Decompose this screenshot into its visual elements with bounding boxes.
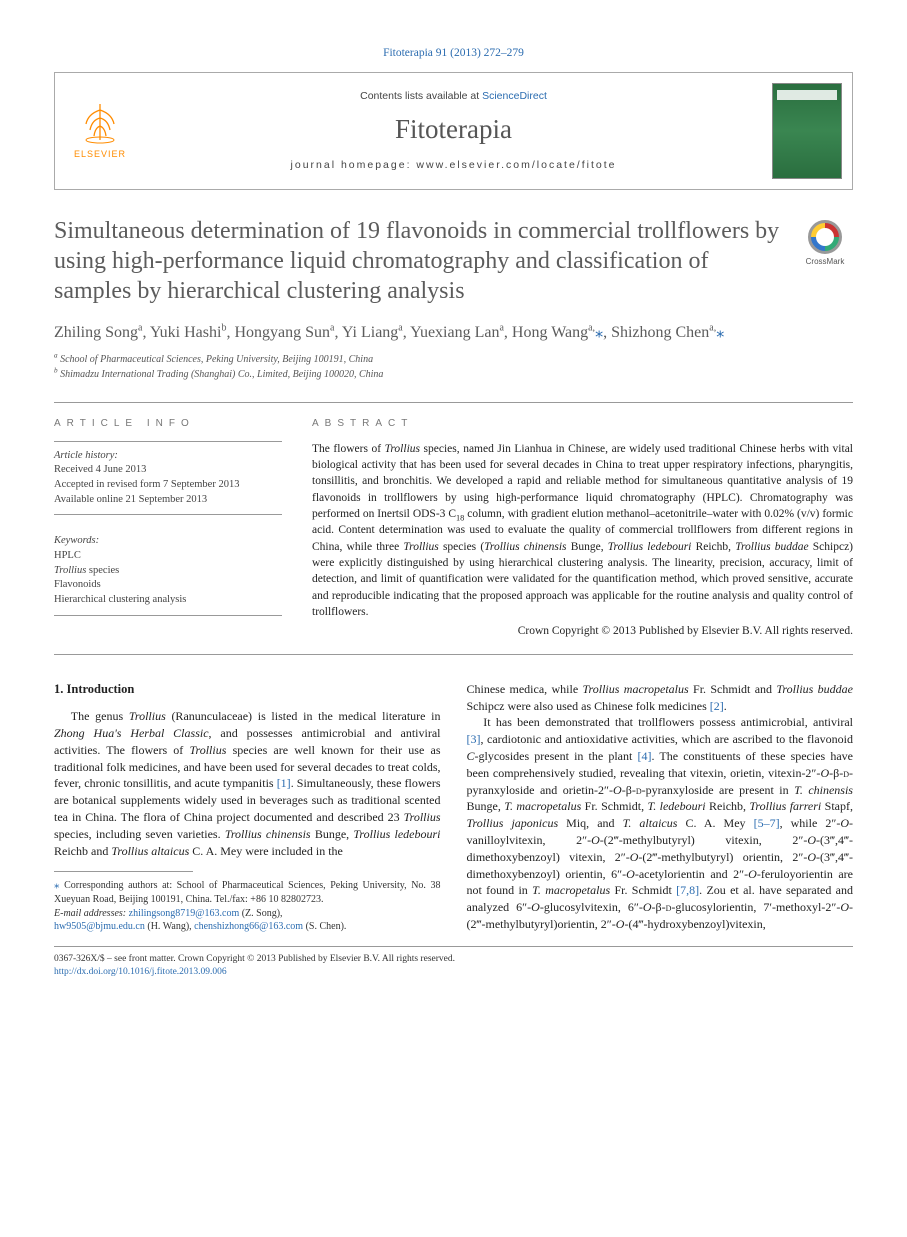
doi-link[interactable]: http://dx.doi.org/10.1016/j.fitote.2013.… [54, 967, 227, 977]
keywords-label: Keywords: [54, 534, 282, 549]
article-info-label: ARTICLE INFO [54, 417, 282, 431]
crossmark-label: CrossMark [806, 257, 845, 266]
abstract-copyright: Crown Copyright © 2013 Published by Else… [312, 624, 853, 640]
contents-available-line: Contents lists available at ScienceDirec… [360, 89, 547, 103]
cover-thumbnail-icon [772, 83, 842, 179]
journal-header: ELSEVIER Contents lists available at Sci… [54, 72, 853, 190]
keyword: Flavonoids [54, 578, 282, 593]
copyright-text: 0367-326X/$ – see front matter. Crown Co… [54, 953, 853, 966]
journal-name: Fitoterapia [395, 111, 512, 147]
bottom-separator [54, 946, 853, 947]
abstract-label: ABSTRACT [312, 417, 853, 431]
citation-line: Fitoterapia 91 (2013) 272–279 [54, 46, 853, 62]
body-text: 1. Introduction The genus Trollius (Ranu… [54, 681, 853, 934]
intro-paragraph-2: Chinese medica, while Trollius macropeta… [467, 681, 854, 715]
bottom-copyright: 0367-326X/$ – see front matter. Crown Co… [54, 953, 853, 979]
intro-heading: 1. Introduction [54, 681, 441, 699]
intro-paragraph-1: The genus Trollius (Ranunculaceae) is li… [54, 708, 441, 859]
article-title: Simultaneous determination of 19 flavono… [54, 216, 783, 306]
sciencedirect-link[interactable]: ScienceDirect [482, 90, 547, 102]
footnotes: ⁎ Corresponding authors at: School of Ph… [54, 878, 441, 933]
intro-paragraph-3: It has been demonstrated that trollflowe… [467, 714, 854, 932]
email-link[interactable]: hw9505@bjmu.edu.cn [54, 921, 145, 932]
accepted-date: Accepted in revised form 7 September 201… [54, 478, 282, 493]
affiliations: a School of Pharmaceutical Sciences, Pek… [54, 353, 853, 382]
email-addresses: E-mail addresses: zhilingsong8719@163.co… [54, 907, 441, 934]
keyword: Hierarchical clustering analysis [54, 593, 282, 608]
crossmark-button[interactable]: CrossMark [797, 220, 853, 268]
email-who: (S. Chen). [306, 921, 347, 932]
online-date: Available online 21 September 2013 [54, 493, 282, 508]
article-info-column: ARTICLE INFO Article history: Received 4… [54, 403, 282, 654]
elsevier-tree-icon [78, 100, 122, 144]
abstract-column: ABSTRACT The flowers of Trollius species… [312, 403, 853, 654]
contents-prefix: Contents lists available at [360, 90, 482, 102]
email-link[interactable]: zhilingsong8719@163.com [129, 908, 240, 919]
journal-homepage: journal homepage: www.elsevier.com/locat… [291, 158, 617, 172]
authors-line: Zhiling Songa, Yuki Hashib, Hongyang Sun… [54, 322, 853, 344]
emails-label: E-mail addresses: [54, 908, 126, 919]
publisher-name: ELSEVIER [74, 148, 126, 160]
history-label: Article history: [54, 449, 282, 464]
keyword: Trollius species [54, 564, 282, 579]
email-who: (H. Wang), [147, 921, 191, 932]
journal-cover [762, 73, 852, 189]
keyword: HPLC [54, 549, 282, 564]
corresponding-author-note: ⁎ Corresponding authors at: School of Ph… [54, 878, 441, 906]
homepage-prefix: journal homepage: [291, 159, 417, 171]
abstract-text: The flowers of Trollius species, named J… [312, 441, 853, 621]
keywords-block: Keywords: HPLC Trollius species Flavonoi… [54, 527, 282, 615]
footnote-separator [54, 871, 193, 872]
homepage-url[interactable]: www.elsevier.com/locate/fitote [416, 159, 616, 171]
received-date: Received 4 June 2013 [54, 463, 282, 478]
publisher-logo[interactable]: ELSEVIER [55, 73, 145, 189]
affiliation-a: a School of Pharmaceutical Sciences, Pek… [54, 353, 853, 368]
crossmark-icon [808, 220, 842, 254]
email-link[interactable]: chenshizhong66@163.com [194, 921, 303, 932]
affiliation-b: b Shimadzu International Trading (Shangh… [54, 368, 853, 383]
article-history: Article history: Received 4 June 2013 Ac… [54, 441, 282, 516]
email-who: (Z. Song), [242, 908, 283, 919]
